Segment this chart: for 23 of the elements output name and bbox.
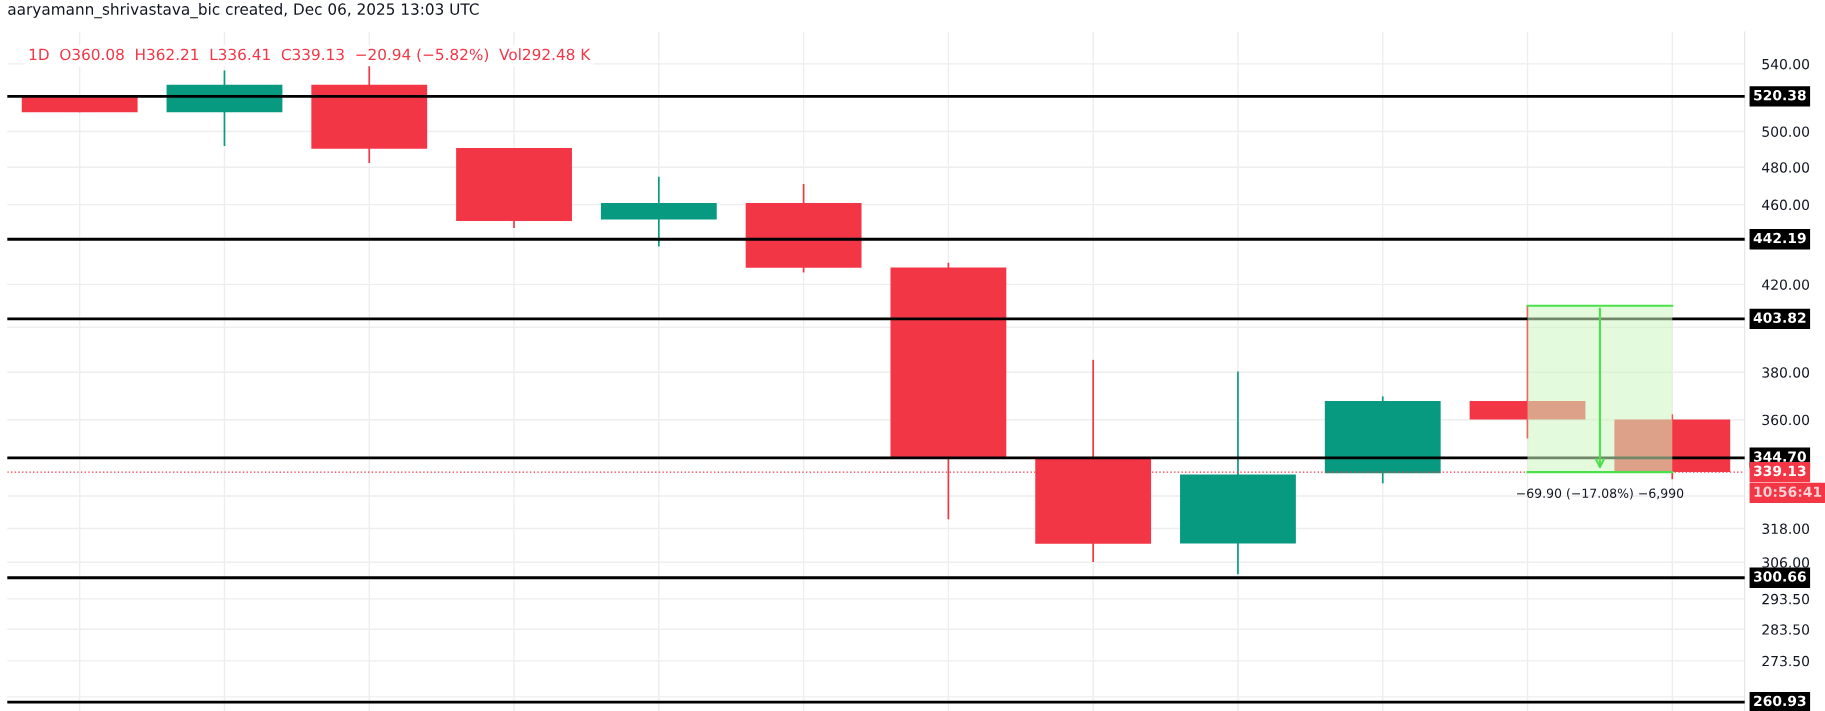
y-tick-label: 273.50 [1762,655,1810,667]
text: 1D O360.08 H362.21 L336.41 C339.13 −20.94 (−5.82%) Vol292.48 K [29,48,591,62]
ref-line-label: 339.13 [1753,465,1806,477]
y-tick-label: 306.00 [1762,557,1810,568]
ref-line-label: 442.19 [1753,232,1806,244]
text: 10:56:41 [1754,486,1822,497]
y-tick-label: 480.00 [1762,162,1810,173]
ref-line-label: 300.66 [1753,571,1806,582]
ref-line-label: 403.82 [1753,312,1806,323]
y-tick-label: 380.00 [1762,367,1810,378]
ref-line-label: 344.70 [1753,451,1806,462]
y-tick-label: 283.50 [1762,624,1810,635]
y-tick-label: 293.50 [1762,593,1810,605]
y-tick-label: 500.00 [1762,126,1810,137]
y-tick-label: 360.00 [1762,414,1810,426]
y-tick-label: 460.00 [1762,199,1810,211]
y-tick-label: 420.00 [1762,279,1810,290]
ref-line-label: 520.38 [1754,89,1806,101]
chart-title: aaryamann_shrivastava_bic created, Dec 06, 2025 13:03 UTC [8,3,479,19]
y-tick-label: 540.00 [1762,58,1810,70]
y-tick-label: 318.00 [1762,523,1810,535]
ref-line-label: 260.93 [1754,695,1806,707]
annotation: −69.90 (−17.08%) −6,990 [1517,488,1684,500]
